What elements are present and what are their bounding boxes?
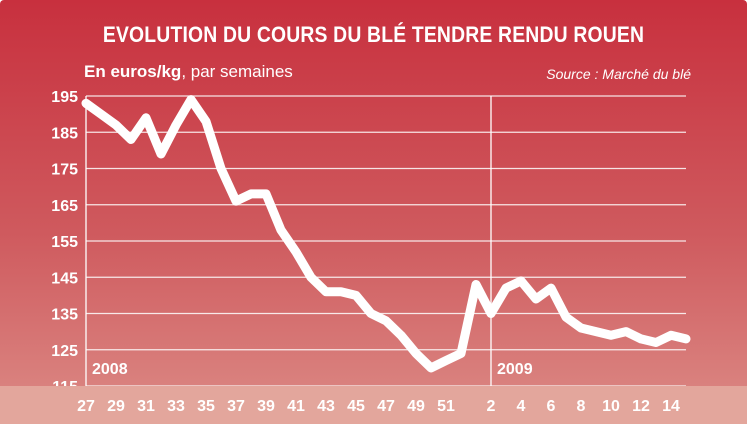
data-point	[474, 283, 478, 286]
data-point	[429, 366, 433, 370]
chart-title: EVOLUTION DU COURS DU BLÉ TENDRE RENDU R…	[102, 22, 645, 47]
data-point	[519, 279, 523, 283]
data-point	[159, 152, 163, 156]
data-point	[564, 315, 568, 319]
data-point	[264, 192, 268, 196]
x-tick-label: 51	[437, 398, 455, 415]
year-label-2008: 2008	[92, 361, 128, 378]
data-point	[624, 330, 628, 334]
period-label: , par semaines	[181, 62, 293, 81]
x-tick-label: 49	[407, 398, 425, 415]
data-point	[279, 228, 283, 232]
data-point	[639, 337, 643, 341]
source-note: Source : Marché du blé	[546, 66, 691, 82]
data-point	[609, 333, 613, 337]
data-point	[204, 119, 208, 123]
year-label-2009: 2009	[497, 361, 533, 378]
x-tick-label: 2	[487, 398, 496, 415]
data-point	[459, 351, 463, 355]
data-point	[174, 123, 178, 127]
x-tick-label: 10	[602, 398, 620, 415]
data-point	[534, 297, 538, 301]
data-point	[189, 98, 193, 102]
x-tick-label: 47	[377, 398, 395, 415]
x-tick-label: 33	[167, 398, 185, 415]
y-tick-label: 145	[51, 270, 78, 287]
data-point	[324, 290, 328, 294]
x-tick-label: 31	[137, 398, 155, 415]
x-tick-label: 6	[547, 398, 556, 415]
data-point	[399, 333, 403, 337]
x-tick-label: 43	[317, 398, 335, 415]
data-point	[669, 333, 673, 337]
x-tick-label: 14	[662, 398, 680, 415]
x-tick-label: 29	[107, 398, 125, 415]
x-tick-label: 8	[577, 398, 586, 415]
x-tick-label: 37	[227, 398, 245, 415]
y-tick-label: 175	[51, 162, 78, 179]
x-tick-label: 35	[197, 398, 215, 415]
x-tick-label: 12	[632, 398, 650, 415]
y-tick-label: 165	[51, 198, 78, 215]
x-tick-label: 39	[257, 398, 275, 415]
data-point	[339, 290, 343, 294]
x-tick-label: 41	[287, 398, 305, 415]
chart-subtitle: En euros/kg, par semaines	[84, 62, 293, 82]
x-tick-label: 27	[77, 398, 95, 415]
data-point	[594, 330, 598, 334]
data-point	[444, 359, 448, 363]
data-point	[114, 123, 118, 127]
data-point	[309, 275, 313, 279]
data-point	[654, 341, 658, 344]
y-tick-label: 135	[51, 307, 78, 324]
data-point	[504, 286, 508, 290]
data-point	[84, 101, 88, 105]
y-tick-label: 125	[51, 343, 78, 360]
data-point	[294, 250, 298, 254]
data-point	[369, 312, 373, 315]
data-point	[144, 116, 148, 120]
price-line	[81, 95, 691, 373]
data-point	[684, 337, 688, 341]
data-point	[234, 199, 238, 203]
data-point	[354, 293, 358, 297]
y-tick-label: 185	[51, 125, 78, 142]
x-axis-band	[0, 386, 747, 424]
data-point	[549, 286, 553, 290]
x-tick-label: 45	[347, 398, 365, 415]
data-point	[219, 167, 223, 170]
y-tick-label: 155	[51, 234, 78, 251]
x-tick-label: 4	[517, 398, 526, 415]
data-point	[489, 312, 493, 315]
data-point	[414, 351, 418, 355]
y-tick-label: 195	[51, 89, 78, 106]
data-point	[249, 192, 253, 196]
data-point	[129, 138, 133, 141]
data-point	[384, 319, 388, 323]
data-point	[579, 326, 583, 330]
data-point	[99, 112, 103, 116]
unit-label: En euros/kg	[84, 62, 182, 81]
